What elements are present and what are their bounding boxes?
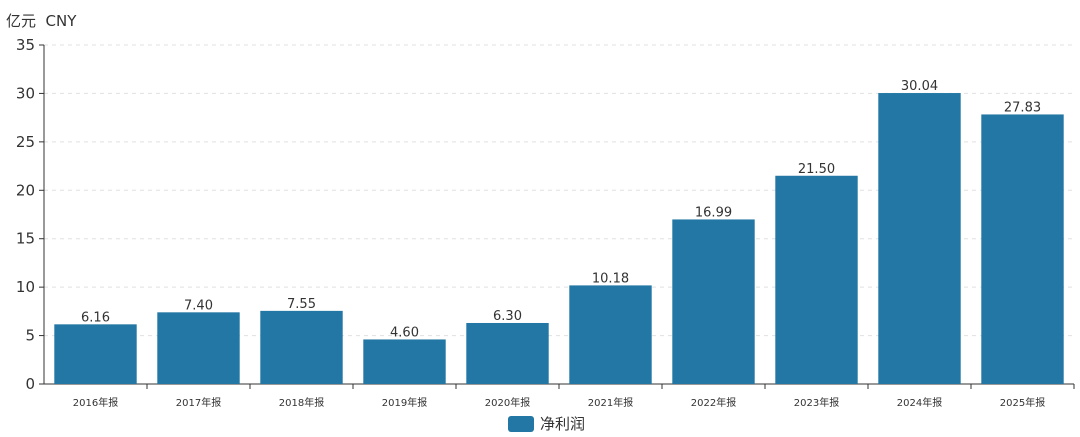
bar[interactable]: [157, 312, 240, 384]
bar-data-label: 6.30: [493, 309, 522, 324]
y-tick-label: 15: [16, 230, 35, 248]
bar[interactable]: [569, 285, 652, 384]
x-tick-label: 2025年报: [1000, 396, 1045, 409]
bar-data-label: 16.99: [695, 205, 732, 220]
bar-data-label: 7.40: [184, 298, 213, 313]
y-tick-label: 35: [16, 36, 35, 54]
x-tick-label: 2016年报: [73, 396, 118, 409]
bar-data-label: 4.60: [390, 325, 419, 340]
x-tick-label: 2023年报: [794, 396, 839, 409]
y-tick-label: 25: [16, 133, 35, 151]
y-tick-label: 0: [25, 375, 35, 393]
bar[interactable]: [363, 339, 446, 384]
y-tick-label: 10: [16, 278, 35, 296]
x-tick-label: 2019年报: [382, 396, 427, 409]
bar-data-label: 21.50: [798, 162, 835, 177]
bar-data-label: 7.55: [287, 297, 316, 312]
bar-data-label: 27.83: [1004, 100, 1041, 115]
y-axis-unit-label: 亿元 CNY: [6, 12, 77, 30]
x-tick-label: 2021年报: [588, 396, 633, 409]
y-tick-label: 30: [16, 84, 35, 102]
legend-label: 净利润: [540, 415, 586, 433]
x-tick-label: 2024年报: [897, 396, 942, 409]
bar[interactable]: [878, 93, 961, 385]
y-tick-label: 5: [25, 327, 35, 345]
bar-data-label: 10.18: [592, 271, 629, 286]
bar[interactable]: [260, 310, 343, 384]
legend-swatch: [508, 415, 534, 432]
y-tick-label: 20: [16, 181, 35, 199]
bar[interactable]: [775, 175, 858, 384]
x-tick-label: 2018年报: [279, 396, 324, 409]
x-tick-label: 2017年报: [176, 396, 221, 409]
bar[interactable]: [54, 324, 137, 384]
bar-data-label: 30.04: [901, 79, 938, 94]
bar-data-label: 6.16: [81, 310, 110, 325]
x-tick-label: 2022年报: [691, 396, 736, 409]
bar[interactable]: [672, 219, 755, 384]
bar[interactable]: [981, 114, 1064, 385]
bar[interactable]: [466, 322, 549, 384]
legend[interactable]: 净利润: [508, 413, 585, 434]
x-tick-label: 2020年报: [485, 396, 530, 409]
